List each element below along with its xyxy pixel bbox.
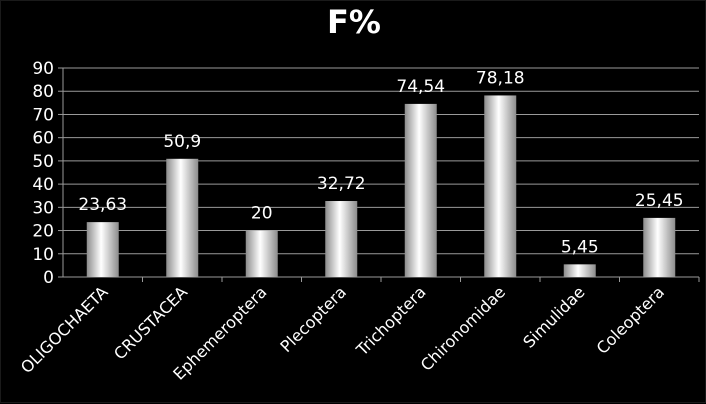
bar [563, 264, 596, 277]
y-tick-label: 20 [32, 222, 54, 242]
category-label: Plecoptera [276, 282, 350, 356]
y-tick-label: 70 [32, 105, 54, 125]
y-tick-label: 60 [32, 129, 54, 149]
data-label: 50,9 [163, 132, 201, 152]
y-tick-label: 30 [32, 198, 54, 218]
y-tick-label: 50 [32, 152, 54, 172]
bar [86, 222, 119, 277]
bar [166, 158, 199, 277]
data-label: 20 [251, 204, 273, 224]
data-label: 25,45 [635, 191, 684, 211]
bars [86, 95, 676, 278]
category-label: Trichoptera [352, 282, 430, 360]
data-label: 23,63 [78, 195, 127, 215]
category-label: OLIGOCHAETA [17, 282, 112, 377]
y-tick-label: 10 [32, 245, 54, 265]
y-tick-label: 40 [32, 175, 54, 195]
bar [643, 217, 676, 277]
y-tick-label: 90 [32, 59, 54, 79]
y-tick-label: 80 [32, 82, 54, 102]
data-label: 32,72 [317, 174, 366, 194]
bar [484, 95, 517, 277]
bar [325, 201, 358, 277]
data-label: 5,45 [561, 237, 599, 257]
data-label: 74,54 [396, 77, 445, 97]
category-label: CRUSTACEA [110, 282, 191, 363]
category-label: Simulidae [519, 282, 588, 351]
data-label: 78,18 [476, 68, 525, 88]
chart-title: F% [327, 3, 381, 41]
bar [245, 230, 278, 277]
category-label: Chironomidae [417, 282, 509, 374]
axes [58, 67, 700, 282]
y-tick-label: 0 [43, 268, 54, 288]
category-label: Coleoptera [593, 282, 668, 357]
bar [404, 103, 437, 278]
gridlines [63, 67, 699, 255]
